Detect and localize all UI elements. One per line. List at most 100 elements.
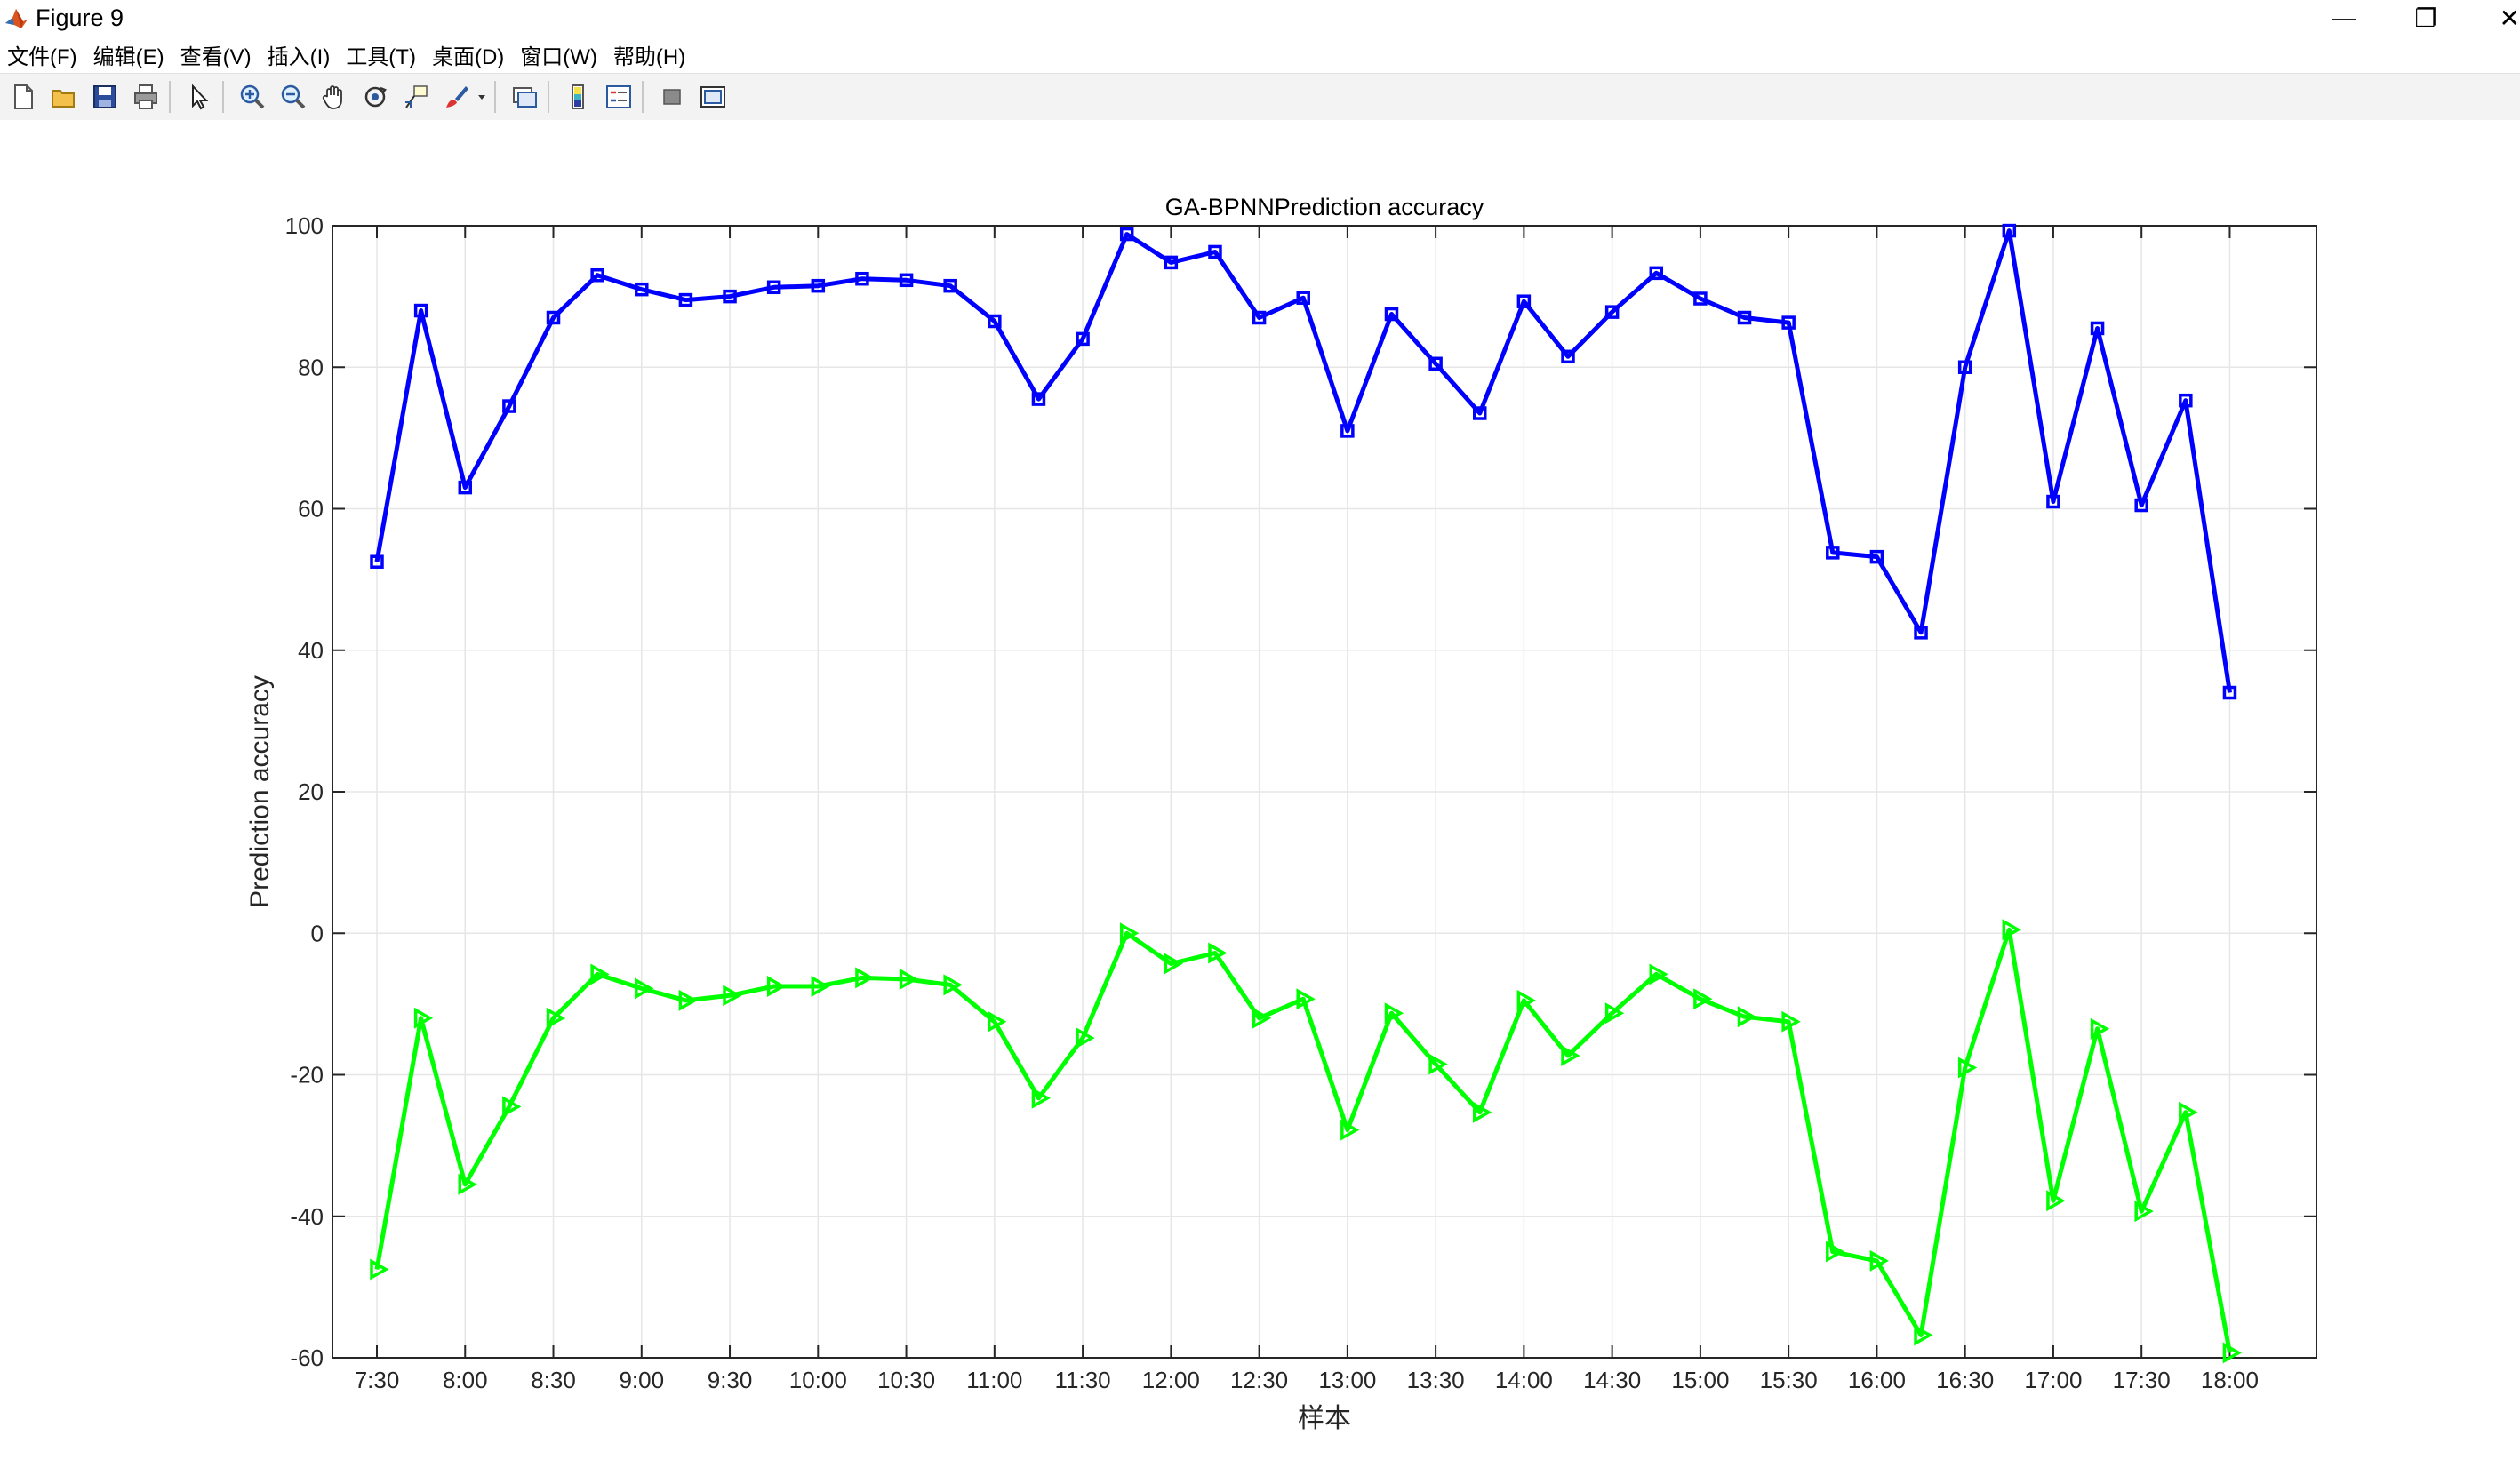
data-point-marker <box>2090 321 2105 336</box>
open-file-icon <box>52 90 75 108</box>
menu-edit[interactable]: 编辑(E) <box>92 44 164 69</box>
toolbar-separator <box>494 81 496 113</box>
open-file-button[interactable] <box>46 79 82 115</box>
grid-lines <box>332 226 2316 1358</box>
y-axis-label: Prediction accuracy <box>245 675 275 908</box>
zoom-out-button[interactable] <box>276 79 311 115</box>
data-point-marker <box>1693 291 1708 306</box>
data-point-marker <box>635 282 649 297</box>
minimize-button[interactable]: — <box>2332 4 2356 31</box>
menu-tools[interactable]: 工具(T) <box>346 44 416 69</box>
data-point-marker <box>1076 331 1090 347</box>
data-point-marker <box>899 969 919 990</box>
restore-button[interactable]: ❐ <box>2414 4 2437 32</box>
data-point-marker <box>855 967 875 989</box>
rotate-3d-icon <box>364 86 387 108</box>
data-point-marker <box>766 975 787 997</box>
pan-button[interactable] <box>316 79 352 115</box>
data-point-marker <box>502 1096 522 1118</box>
x-tick-label: 14:30 <box>1583 1367 1641 1393</box>
data-point-marker <box>2046 1190 2066 1212</box>
zoom-in-button[interactable] <box>235 79 270 115</box>
data-point-marker <box>546 1007 566 1029</box>
legend-button[interactable] <box>601 79 636 115</box>
data-cursor-icon <box>405 85 428 108</box>
data-point-marker <box>1693 988 1713 1010</box>
data-point-marker <box>1561 1045 1580 1066</box>
x-tick-label: 9:00 <box>619 1367 664 1393</box>
menu-window[interactable]: 窗口(W) <box>520 44 597 69</box>
menu-insert[interactable]: 插入(I) <box>267 44 331 69</box>
x-tick-label: 18:00 <box>2201 1367 2259 1393</box>
link-plot-button[interactable] <box>507 79 542 115</box>
data-point-marker <box>546 310 561 325</box>
data-point-marker <box>1826 1241 1845 1263</box>
show-plot-tools-button[interactable] <box>695 79 731 115</box>
data-cursor-button[interactable] <box>398 79 434 115</box>
menu-bar: 文件(F) 编辑(E) 查看(V) 插入(I) 工具(T) 桌面(D) 窗口(W… <box>0 36 2520 73</box>
close-button[interactable]: ✕ <box>2499 4 2520 32</box>
pointer-button[interactable] <box>181 79 217 115</box>
data-point-marker <box>988 1010 1007 1033</box>
window-controls: — ❐ ✕ <box>2303 0 2520 36</box>
brush-dropdown-button[interactable] <box>475 79 489 115</box>
figure-canvas[interactable]: 100 80 60 40 20 0 -20 -40 -60 7:30 8:00 8:30 9:00 9:3… <box>0 120 2520 1464</box>
hide-plot-tools-button[interactable] <box>654 79 690 115</box>
data-point-marker <box>458 480 473 495</box>
menu-view[interactable]: 查看(V) <box>180 44 252 69</box>
menu-help[interactable]: 帮助(H) <box>612 44 686 69</box>
data-point-marker <box>1252 1007 1272 1029</box>
rotate-3d-button[interactable] <box>357 79 393 115</box>
print-button[interactable] <box>128 79 164 115</box>
menu-file[interactable]: 文件(F) <box>7 44 77 69</box>
new-figure-button[interactable] <box>5 79 41 115</box>
data-point-marker <box>1781 1010 1801 1033</box>
y-tick-label: -40 <box>290 1203 324 1230</box>
data-point-marker <box>1957 360 1972 374</box>
data-point-marker <box>1031 392 1046 406</box>
data-point-marker <box>2222 685 2237 700</box>
brush-button[interactable] <box>439 79 475 115</box>
data-point-marker <box>1473 1101 1492 1123</box>
x-tick-label: 15:00 <box>1671 1367 1729 1393</box>
data-point-marker <box>943 278 957 293</box>
colorbar-button[interactable] <box>560 79 596 115</box>
data-point-marker <box>502 399 516 413</box>
data-point-marker <box>413 1007 434 1029</box>
matlab-logo-icon <box>4 5 28 30</box>
chart-title: GA-BPNNPrediction accuracy <box>1165 194 1484 220</box>
x-tick-label: 16:00 <box>1848 1367 1906 1393</box>
data-point-marker <box>1296 988 1316 1010</box>
data-point-marker <box>370 1258 389 1281</box>
data-point-marker <box>1604 1002 1625 1025</box>
data-point-marker <box>678 989 698 1011</box>
pan-hand-icon <box>322 85 342 109</box>
data-point-marker <box>1164 255 1179 270</box>
pointer-icon <box>192 84 209 110</box>
x-tick-label: 8:00 <box>443 1367 488 1393</box>
data-point-marker <box>2002 919 2021 941</box>
data-point-marker <box>1914 626 1928 640</box>
x-tick-label: 17:30 <box>2113 1367 2171 1393</box>
data-point-marker <box>2002 223 2017 238</box>
toolbar-separator <box>222 81 224 113</box>
data-point-marker <box>1604 305 1620 319</box>
toolbar-separator <box>642 81 644 113</box>
x-tick-label: 8:30 <box>531 1367 576 1393</box>
menu-desktop[interactable]: 桌面(D) <box>431 44 505 69</box>
x-tick-label: 14:00 <box>1495 1367 1553 1393</box>
data-point-marker <box>635 977 654 1000</box>
x-tick-label: 10:30 <box>877 1367 935 1393</box>
data-point-marker <box>811 278 826 293</box>
data-point-marker <box>1428 1053 1448 1075</box>
x-tick-label: 12:00 <box>1142 1367 1200 1393</box>
data-point-marker <box>1252 310 1267 325</box>
data-point-marker <box>2179 393 2193 408</box>
save-button[interactable] <box>87 79 123 115</box>
data-point-marker <box>1384 307 1399 322</box>
save-icon <box>93 85 116 108</box>
data-point-marker <box>988 314 1002 329</box>
link-plot-icon <box>513 87 537 108</box>
y-tick-label: 0 <box>311 920 324 946</box>
data-point-marker <box>590 267 604 283</box>
